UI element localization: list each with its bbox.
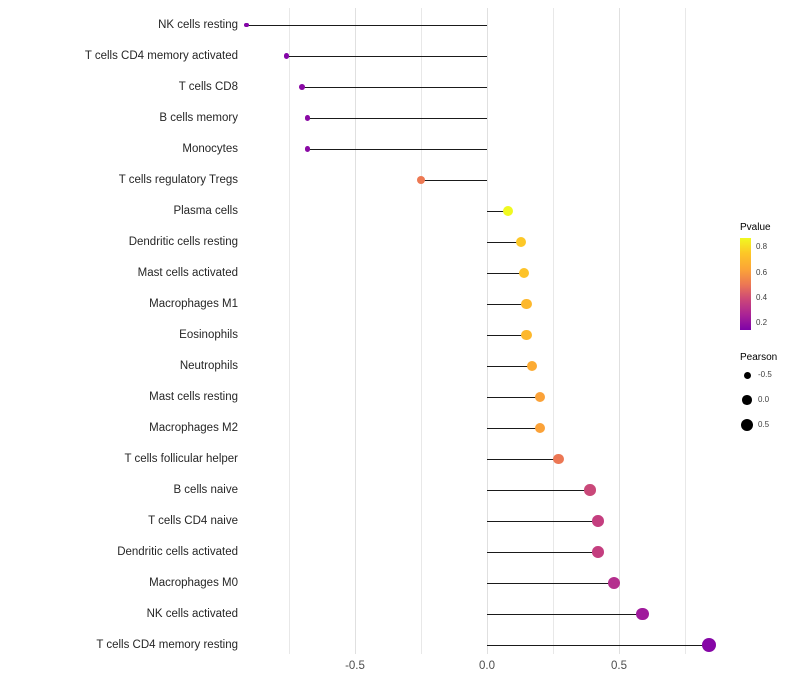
data-point (607, 576, 620, 590)
category-label: T cells CD4 memory resting (96, 639, 238, 651)
category-label: B cells memory (159, 112, 238, 124)
data-point (299, 84, 306, 90)
pvalue-legend-tick: 0.4 (756, 292, 768, 302)
pearson-legend-label: 0.0 (758, 395, 770, 404)
pearson-legend-label: 0.5 (758, 420, 770, 429)
gridline (486, 8, 488, 654)
gridline (420, 8, 422, 654)
data-point (283, 53, 290, 59)
lollipop-stem (487, 613, 643, 615)
category-label: Eosinophils (179, 329, 238, 341)
lollipop-stem (487, 396, 540, 398)
data-point (521, 298, 532, 310)
data-point (636, 607, 650, 621)
category-label: T cells CD4 memory activated (84, 50, 238, 62)
data-point (503, 206, 514, 216)
lollipop-stem (487, 458, 559, 460)
gridline (618, 8, 620, 654)
lollipop-stem (487, 241, 522, 243)
x-tick-label: 0.5 (611, 660, 627, 672)
category-label: Monocytes (182, 143, 238, 155)
category-label: Macrophages M0 (149, 577, 238, 589)
pvalue-legend-tick: 0.2 (756, 317, 768, 327)
data-point (304, 115, 311, 121)
category-label: Dendritic cells activated (117, 546, 238, 558)
lollipop-stem (302, 86, 487, 88)
data-point (244, 22, 250, 28)
data-point (518, 267, 530, 279)
pvalue-legend-tick: 0.6 (756, 267, 768, 277)
pearson-legend-dot-icon (741, 419, 753, 431)
category-label: Macrophages M1 (149, 298, 238, 310)
data-point (416, 175, 426, 185)
category-label: T cells CD4 naive (148, 515, 238, 527)
category-label: T cells regulatory Tregs (118, 174, 238, 186)
lollipop-stem (487, 489, 590, 491)
category-label: T cells CD8 (178, 81, 238, 93)
pvalue-gradient-bar (740, 238, 751, 330)
pearson-legend-dot-icon (743, 371, 751, 379)
lollipop-stem (307, 148, 487, 150)
category-label: Dendritic cells resting (128, 236, 238, 248)
lollipop-stem (307, 117, 487, 119)
category-label: Mast cells activated (137, 267, 238, 279)
x-tick-label: -0.5 (345, 660, 365, 672)
pearson-legend-dot-icon (742, 395, 752, 405)
lollipop-stem (487, 334, 527, 336)
lollipop-stem (487, 365, 532, 367)
pvalue-legend-title: Pvalue (740, 222, 771, 233)
data-point (552, 453, 564, 465)
category-label: Neutrophils (179, 360, 238, 372)
lollipop-stem (487, 644, 709, 646)
lollipop-stem (487, 272, 524, 274)
lollipop-stem (487, 520, 598, 522)
lollipop-stem (487, 551, 598, 553)
data-point (526, 360, 538, 372)
category-label: Macrophages M2 (149, 422, 238, 434)
x-tick-label: 0.0 (479, 660, 495, 672)
gridline (288, 8, 290, 654)
data-point (304, 146, 311, 152)
lollipop-stem (487, 210, 509, 212)
data-point (591, 546, 604, 558)
category-label: Mast cells resting (149, 391, 238, 403)
category-label: NK cells resting (158, 19, 238, 31)
pvalue-legend: Pvalue 0.8 0.6 0.4 0.2 (740, 222, 771, 330)
pearson-legend-title: Pearson (740, 352, 778, 363)
gridline (354, 8, 356, 654)
gridline (684, 8, 686, 654)
data-point (701, 637, 716, 652)
lollipop-stem (421, 179, 487, 181)
category-label: NK cells activated (146, 608, 238, 620)
category-label: B cells naive (173, 484, 238, 496)
data-point (534, 391, 546, 403)
data-point (534, 422, 546, 434)
gridline (552, 8, 554, 654)
category-label: Plasma cells (173, 205, 238, 217)
lollipop-stem (286, 55, 487, 57)
lollipop-stem (487, 303, 527, 305)
data-point (584, 484, 596, 496)
pearson-legend: Pearson -0.5 0.0 0.5 (740, 352, 778, 431)
lollipop-stem (487, 427, 540, 429)
pvalue-legend-tick: 0.8 (756, 242, 768, 252)
data-point (521, 329, 532, 341)
pearson-legend-label: -0.5 (758, 370, 772, 379)
data-point (516, 236, 527, 248)
lollipop-stem (246, 24, 487, 26)
data-point (591, 515, 604, 527)
lollipop-stem (487, 582, 614, 584)
category-label: T cells follicular helper (124, 453, 238, 465)
